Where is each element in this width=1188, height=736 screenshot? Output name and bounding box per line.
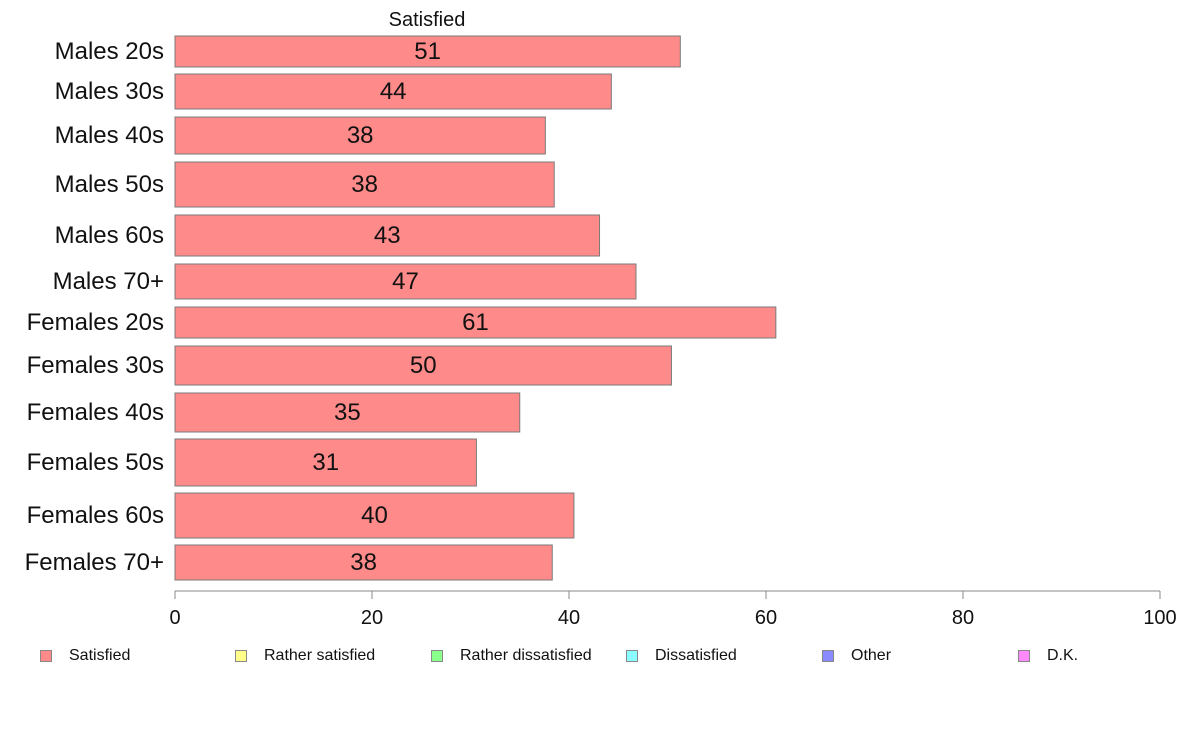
category-label: Females 20s xyxy=(27,309,164,336)
legend-swatch xyxy=(235,650,247,662)
bar xyxy=(174,263,637,300)
legend-label: Rather satisfied xyxy=(264,647,376,664)
bar-value-label: 38 xyxy=(350,549,377,576)
category-label: Females 40s xyxy=(27,399,164,426)
chart-title: Satisfied xyxy=(389,9,466,31)
legend-label: Dissatisfied xyxy=(655,647,737,664)
legend-item-rather-satisfied: Rather satisfied xyxy=(235,646,375,666)
x-tick-label: 100 xyxy=(1143,607,1176,629)
bar-value-label: 51 xyxy=(414,38,441,65)
legend-label: Satisfied xyxy=(69,647,131,664)
category-label: Males 70+ xyxy=(53,268,164,295)
bar xyxy=(174,544,553,581)
bar-value-label: 35 xyxy=(334,399,361,426)
category-label: Females 70+ xyxy=(25,549,164,576)
legend-item-dissatisfied: Dissatisfied xyxy=(626,646,737,666)
bar xyxy=(174,73,612,110)
category-label: Females 50s xyxy=(27,449,164,476)
bar-value-label: 40 xyxy=(361,502,388,529)
bar xyxy=(174,438,477,487)
bar-value-label: 38 xyxy=(351,171,378,198)
bar xyxy=(174,161,555,208)
legend-label: D.K. xyxy=(1047,647,1079,664)
bar xyxy=(174,116,546,155)
legend-item-satisfied: Satisfied xyxy=(40,646,130,666)
category-label: Males 60s xyxy=(55,222,164,249)
category-label: Males 50s xyxy=(55,171,164,198)
bar-value-label: 38 xyxy=(347,122,374,149)
bar xyxy=(174,35,681,68)
legend: Satisfied Rather satisfied Rather dissat… xyxy=(0,646,1188,670)
x-tick-label: 0 xyxy=(169,607,180,629)
category-label: Males 40s xyxy=(55,122,164,149)
bar xyxy=(174,214,601,257)
x-tick-label: 60 xyxy=(755,607,777,629)
legend-swatch xyxy=(822,650,834,662)
category-label: Males 20s xyxy=(55,38,164,65)
legend-item-rather-dissatisfied: Rather dissatisfied xyxy=(431,646,592,666)
category-label: Females 30s xyxy=(27,352,164,379)
bar-value-label: 50 xyxy=(410,352,437,379)
legend-label: Rather dissatisfied xyxy=(460,647,592,664)
legend-swatch xyxy=(431,650,443,662)
legend-label: Other xyxy=(851,647,892,664)
bar-value-label: 31 xyxy=(312,449,339,476)
bar xyxy=(174,306,777,339)
legend-swatch xyxy=(626,650,638,662)
bar-value-label: 43 xyxy=(374,222,401,249)
x-tick-label: 20 xyxy=(361,607,383,629)
category-label: Males 30s xyxy=(55,78,164,105)
bar-group: 51 Males 20s 44 Males 30s 38 Males 40s 38 Males… xyxy=(25,35,777,581)
legend-item-dk: D.K. xyxy=(1018,646,1078,666)
x-axis: 0 20 40 60 80 100 xyxy=(169,590,1177,629)
category-label: Females 60s xyxy=(27,502,164,529)
bar xyxy=(174,492,575,539)
legend-swatch xyxy=(1018,650,1030,662)
legend-swatch xyxy=(40,650,52,662)
bar-value-label: 61 xyxy=(462,309,489,336)
x-tick-label: 80 xyxy=(952,607,974,629)
bar xyxy=(174,392,521,433)
bar xyxy=(174,345,672,386)
bar-value-label: 44 xyxy=(380,78,407,105)
x-tick-label: 40 xyxy=(558,607,580,629)
legend-item-other: Other xyxy=(822,646,891,666)
bar-value-label: 47 xyxy=(392,268,419,295)
